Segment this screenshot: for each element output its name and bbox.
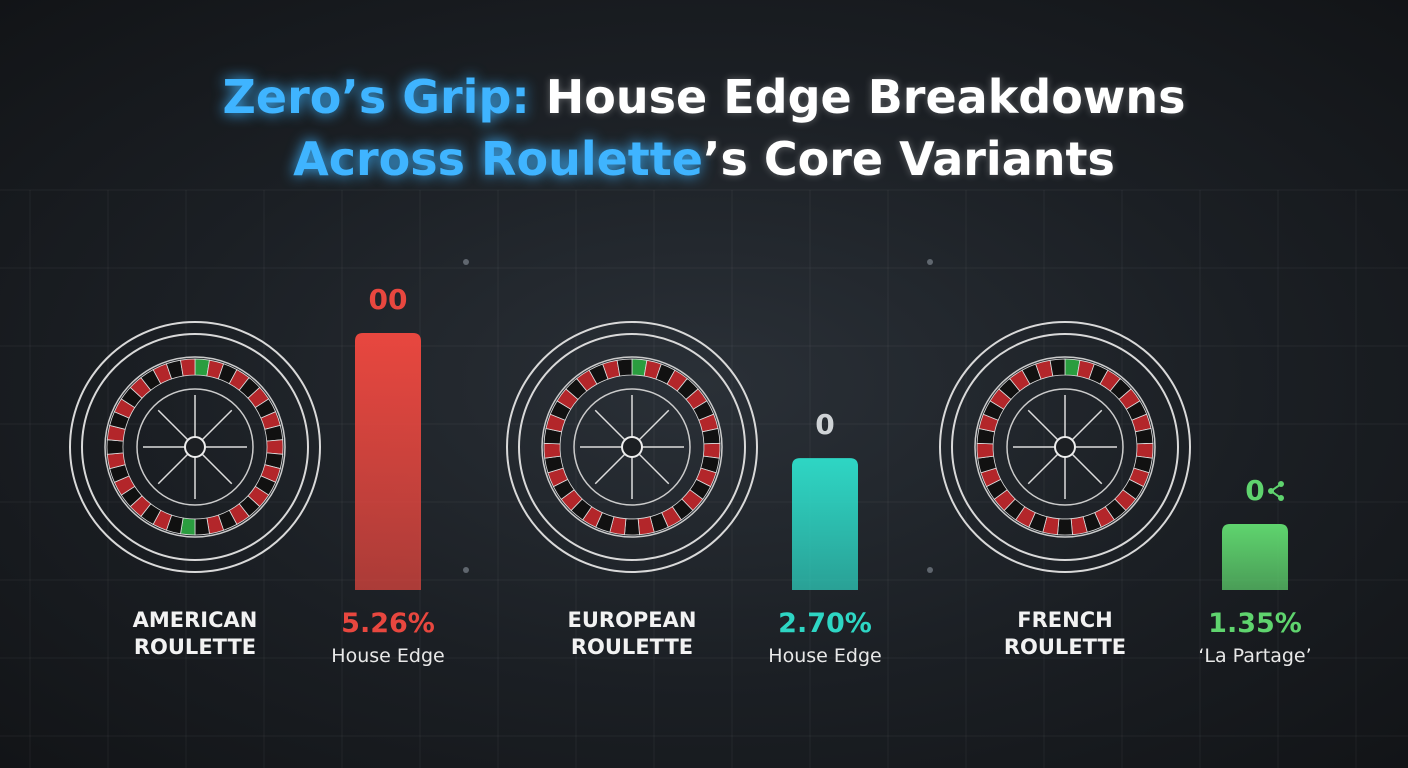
wheel-hub <box>621 436 643 458</box>
bar <box>792 458 858 590</box>
wheel-ring <box>104 356 286 538</box>
caption: ‘La Partage’ <box>1198 645 1312 667</box>
wheel-ring <box>573 388 691 506</box>
wheel-ring <box>541 356 723 538</box>
grid-dot <box>927 259 933 265</box>
title-segment: House Edge Breakdowns <box>529 70 1186 124</box>
bar-annotation: 00 <box>368 283 408 316</box>
wheel-ring <box>506 321 758 573</box>
wheel-ring <box>951 333 1179 561</box>
value-label: 1.35% <box>1208 608 1302 639</box>
wheel-ring <box>974 356 1156 538</box>
wheel-pocket <box>106 439 124 455</box>
title-line: Across Roulette’s Core Variants <box>0 132 1408 186</box>
value-label: 5.26% <box>341 608 435 639</box>
grid-dot <box>463 259 469 265</box>
wheel-pocket <box>1049 358 1066 377</box>
wheel-ring <box>518 333 746 561</box>
value-label: 2.70% <box>778 608 872 639</box>
category-label: FRENCH ROULETTE <box>1003 608 1127 659</box>
wheel-ring <box>136 388 254 506</box>
title-segment: Across Roulette <box>293 132 703 186</box>
grid-dot <box>463 567 469 573</box>
grid-dot <box>927 567 933 573</box>
caption: House Edge <box>331 645 445 667</box>
title-line: Zero’s Grip: House Edge Breakdowns <box>0 70 1408 124</box>
wheel-pocket <box>194 517 210 536</box>
wheel-ring <box>69 321 321 573</box>
wheel-ring <box>939 321 1191 573</box>
wheel-pocket <box>624 518 640 536</box>
bar <box>355 333 421 590</box>
bar-annotation: 0 <box>1245 474 1265 508</box>
bar <box>1222 524 1288 590</box>
roulette-wheel <box>939 321 1191 573</box>
wheel-hub <box>184 436 206 458</box>
wheel-pocket <box>266 439 284 455</box>
wheel-ring <box>1006 388 1124 506</box>
wheel-hub <box>1054 436 1076 458</box>
title-segment: ’s Core Variants <box>702 132 1115 186</box>
wheel-pocket <box>1057 518 1073 536</box>
wheel-pocket <box>1135 442 1154 459</box>
share-icon <box>1270 483 1282 499</box>
wheel-pocket <box>702 442 721 459</box>
category-label: EUROPEAN ROULETTE <box>567 608 697 659</box>
wheel-pocket <box>543 442 562 459</box>
wheel-ring <box>81 333 309 561</box>
wheel-pocket <box>976 442 995 459</box>
bar-annotation: 0 <box>815 408 835 442</box>
roulette-wheel <box>69 321 321 573</box>
title-segment: Zero’s Grip: <box>222 70 530 124</box>
wheel-pocket <box>180 358 196 377</box>
wheel-pocket <box>616 358 633 377</box>
category-label: AMERICAN ROULETTE <box>132 608 258 659</box>
roulette-wheel <box>506 321 758 573</box>
caption: House Edge <box>768 645 882 667</box>
